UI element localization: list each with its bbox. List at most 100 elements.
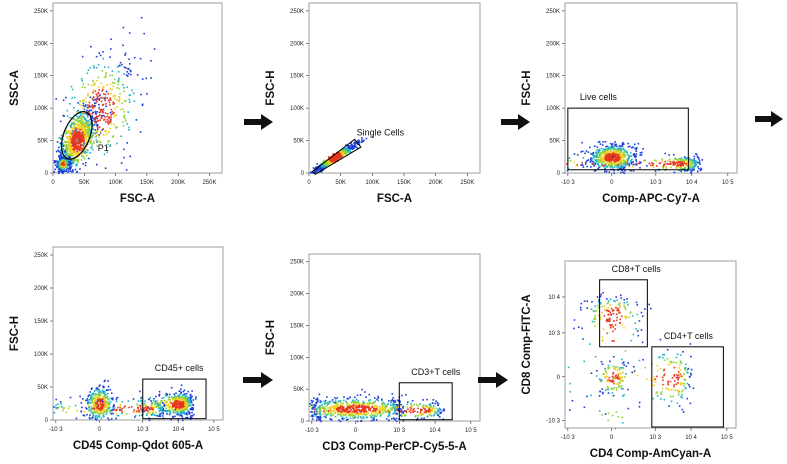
- event-point-0: [64, 144, 67, 147]
- gate-shape[interactable]: [311, 138, 362, 175]
- event-point-0: [75, 140, 78, 142]
- event-point-0: [72, 162, 75, 165]
- event-point-1: [64, 166, 67, 169]
- event-point-0: [346, 409, 349, 411]
- event-cloud: [566, 140, 703, 175]
- x-axis-label: FSC-A: [120, 193, 155, 205]
- event-point-0: [620, 158, 622, 160]
- event-point-0: [96, 128, 99, 131]
- event-point-1: [98, 390, 100, 393]
- gate-single-cells[interactable]: Single Cells: [311, 127, 405, 175]
- event-point-0: [81, 155, 83, 157]
- event-point-1: [60, 168, 62, 170]
- event-point-0: [402, 420, 405, 422]
- event-point-1: [566, 170, 569, 172]
- event-point-0: [178, 393, 181, 396]
- event-point-0: [349, 151, 352, 154]
- event-point-1: [61, 160, 63, 163]
- event-point-0: [168, 413, 171, 416]
- event-point-0: [342, 409, 345, 412]
- gate-p1[interactable]: P1: [55, 107, 109, 163]
- event-point-2: [97, 86, 100, 88]
- event-point-0: [84, 118, 87, 120]
- event-point-0: [622, 171, 624, 173]
- event-point-2: [87, 104, 89, 106]
- event-point-0: [368, 409, 371, 411]
- event-point-2: [107, 121, 109, 124]
- event-point-0: [70, 146, 73, 149]
- event-point-0: [53, 406, 55, 408]
- event-point-0: [191, 395, 193, 398]
- event-point-1: [69, 166, 72, 168]
- event-point-0: [350, 413, 353, 415]
- event-point-1: [58, 168, 61, 171]
- gate-shape[interactable]: [142, 378, 207, 420]
- event-point-2: [109, 88, 112, 90]
- x-tick-label: 200K: [429, 180, 443, 186]
- event-point-2: [121, 102, 124, 104]
- gate-shape[interactable]: [567, 107, 689, 171]
- event-point-0: [610, 161, 612, 163]
- event-point-0: [77, 136, 80, 139]
- event-point-2: [107, 92, 109, 95]
- event-point-2: [130, 70, 132, 73]
- event-point-0: [180, 395, 183, 398]
- event-point-1: [685, 163, 687, 165]
- event-point-0: [58, 156, 60, 158]
- event-point-0: [94, 104, 96, 107]
- event-point-2: [68, 405, 71, 408]
- event-point-0: [176, 403, 178, 406]
- y-axis-label: SSC-A: [9, 70, 21, 106]
- event-point-0: [67, 135, 69, 138]
- event-point-0: [185, 398, 188, 400]
- event-point-0: [600, 163, 603, 165]
- event-point-2: [115, 411, 118, 414]
- event-point-0: [184, 407, 187, 409]
- event-point-0: [58, 146, 60, 149]
- event-point-0: [394, 399, 396, 402]
- event-point-0: [318, 167, 320, 169]
- event-point-0: [67, 142, 70, 144]
- event-point-1: [96, 411, 98, 414]
- event-point-0: [59, 154, 62, 156]
- event-point-0: [320, 164, 323, 167]
- event-point-1: [693, 168, 695, 171]
- event-point-0: [337, 404, 339, 406]
- event-point-0: [78, 135, 80, 138]
- event-point-0: [337, 411, 339, 413]
- x-tick-label: 10 4: [686, 180, 698, 186]
- event-point-0: [165, 407, 168, 409]
- gate-shape[interactable]: [55, 107, 98, 163]
- event-point-1: [678, 169, 681, 172]
- event-point-1: [57, 164, 60, 167]
- event-point-0: [79, 147, 82, 149]
- event-point-1: [108, 419, 110, 421]
- gate-live-cells[interactable]: Live cells: [567, 92, 689, 171]
- event-point-0: [178, 397, 181, 399]
- event-point-2: [87, 94, 89, 97]
- event-point-2: [153, 397, 155, 400]
- event-point-1: [102, 412, 105, 414]
- event-point-2: [122, 84, 124, 86]
- event-point-0: [74, 168, 77, 171]
- event-point-0: [374, 404, 376, 407]
- event-point-0: [399, 403, 402, 406]
- event-point-0: [169, 400, 171, 403]
- event-point-2: [102, 97, 104, 99]
- event-point-1: [111, 409, 113, 412]
- event-point-1: [697, 156, 700, 159]
- event-point-0: [91, 116, 94, 119]
- event-point-2: [93, 131, 95, 134]
- event-point-0: [381, 402, 383, 405]
- event-point-0: [598, 159, 601, 161]
- event-point-0: [83, 158, 86, 160]
- gate-cd45-cells[interactable]: CD45+ cells: [142, 363, 207, 420]
- event-point-0: [362, 404, 364, 407]
- event-point-0: [614, 141, 616, 143]
- event-point-0: [348, 149, 350, 151]
- event-point-0: [375, 409, 378, 412]
- event-point-0: [633, 143, 636, 146]
- event-point-0: [159, 409, 162, 411]
- event-point-0: [323, 406, 326, 409]
- event-point-0: [357, 141, 360, 144]
